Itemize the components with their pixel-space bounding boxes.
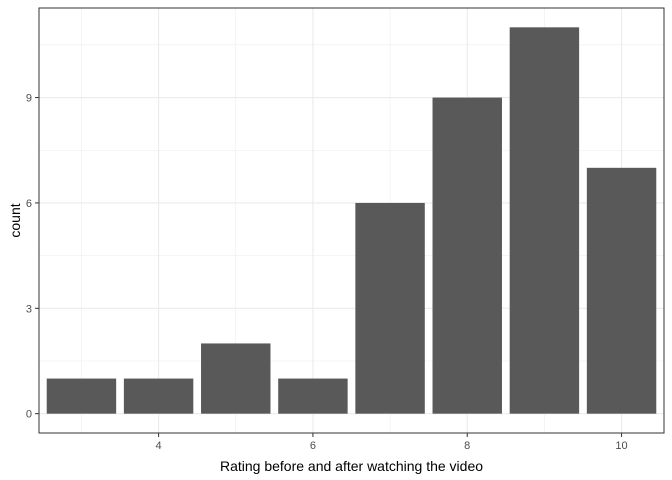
y-tick-label: 0 bbox=[26, 409, 32, 421]
bar-rating-10 bbox=[586, 167, 657, 414]
x-axis-title: Rating before and after watching the vid… bbox=[220, 458, 483, 474]
x-tick-label: 6 bbox=[310, 440, 316, 452]
bar-rating-5 bbox=[201, 343, 271, 414]
panel-border bbox=[38, 7, 665, 434]
x-tick-label: 4 bbox=[156, 440, 162, 452]
y-tick-label: 3 bbox=[26, 303, 32, 315]
y-tick-label: 9 bbox=[26, 93, 32, 105]
bar-rating-7 bbox=[355, 202, 425, 414]
bar-rating-8 bbox=[432, 97, 502, 414]
y-tick-label: 6 bbox=[26, 198, 32, 210]
bar-rating-6 bbox=[278, 378, 348, 414]
bars bbox=[46, 27, 657, 414]
x-axis: 4 6 8 10 bbox=[156, 433, 628, 452]
bar-rating-4 bbox=[123, 378, 194, 414]
y-axis: 0 3 6 9 bbox=[26, 93, 39, 421]
x-tick-label: 10 bbox=[615, 440, 627, 452]
x-tick-label: 8 bbox=[464, 440, 470, 452]
bar-rating-3 bbox=[46, 378, 117, 414]
y-axis-title: count bbox=[7, 203, 23, 237]
bar-rating-9 bbox=[509, 27, 580, 414]
